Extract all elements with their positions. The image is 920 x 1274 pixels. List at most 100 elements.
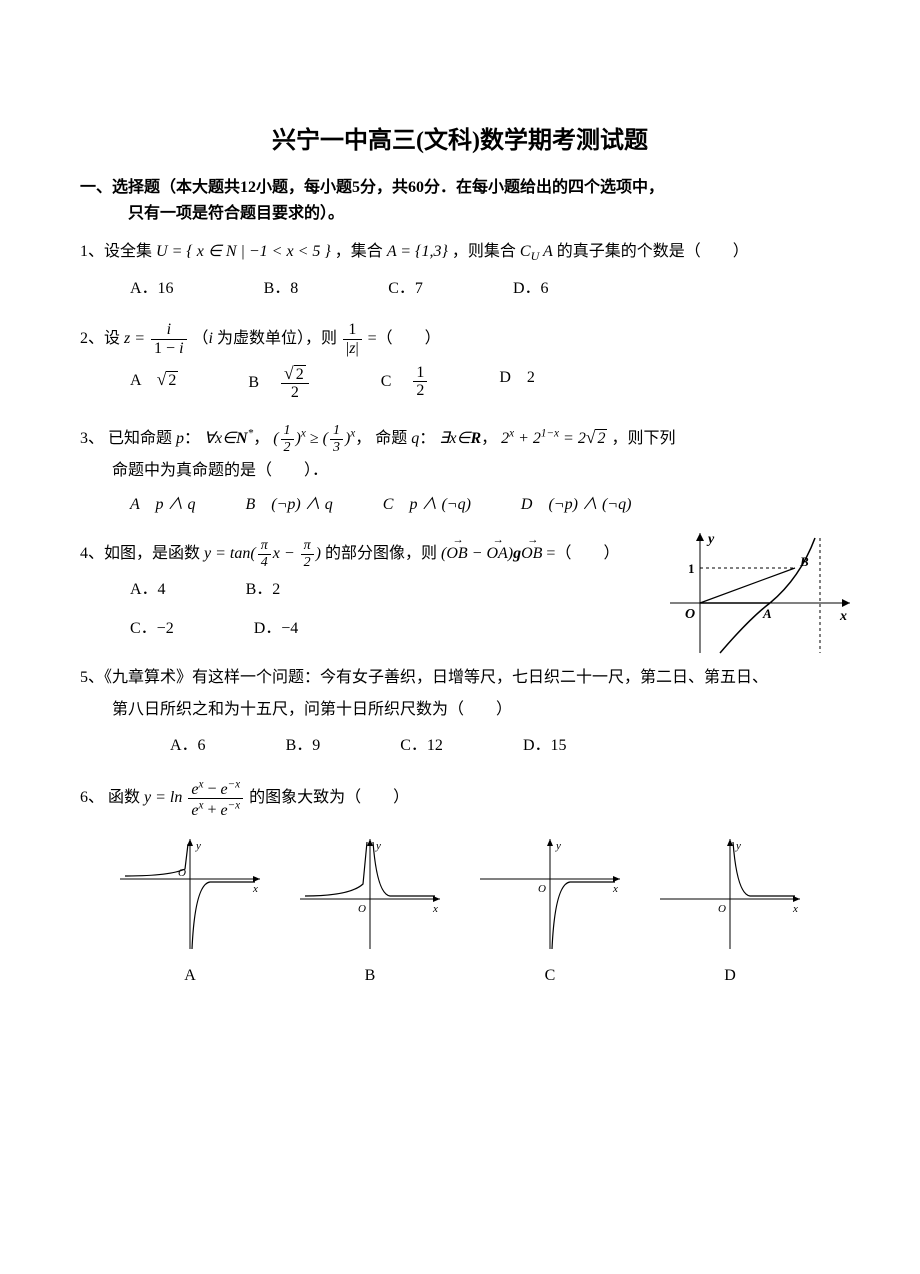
- q5-opt-b: B．9: [286, 732, 321, 761]
- q3-eq: 2x + 21−x = 22: [501, 430, 607, 447]
- q3-opt-c: C p ∧ (¬q): [383, 491, 471, 520]
- q1-mid: ，集合: [335, 243, 383, 260]
- question-3: 3、 已知命题 p： ∀x∈N*， (12)x ≥ (13)x， 命题 q： ∃…: [80, 420, 840, 520]
- q2-b-label: B: [248, 373, 275, 390]
- q1-opt-d: D．6: [513, 275, 549, 304]
- question-4: 4、如图，是函数 y = tan(π4x − π2) 的部分图像，则 (OB −…: [80, 538, 840, 644]
- svg-text:y: y: [195, 840, 201, 852]
- q3-line2: 命题中为真命题的是（ ）．: [80, 455, 840, 487]
- q6-graphs: O x y O x y O x y O x y: [80, 834, 840, 954]
- q4-opt-d: D．−4: [254, 615, 299, 644]
- q3-opt-d: D (¬p) ∧ (¬q): [521, 491, 631, 520]
- q4-opt-a: A．4: [130, 576, 166, 605]
- q4-suffix: =（ ）: [546, 545, 619, 562]
- q2-text: 2、设 z = i 1 − i （i 为虚数单位），则 1 |z| =（ ）: [80, 321, 840, 357]
- q2-opt-a: A 2: [130, 364, 178, 402]
- section-line2: 只有一项是符合题目要求的）。: [80, 205, 344, 222]
- q4-opt-c: C．−2: [130, 615, 174, 644]
- svg-text:O: O: [718, 903, 726, 915]
- q3-c2: ：: [419, 430, 435, 447]
- q6-prefix: 6、 函数: [80, 789, 140, 806]
- question-2: 2、设 z = i 1 − i （i 为虚数单位），则 1 |z| =（ ） A…: [80, 321, 840, 401]
- q6-graph-d: O x y: [650, 834, 810, 954]
- question-1: 1、设全集 U = { x ∈ N | −1 < x < 5 } ，集合 A =…: [80, 236, 840, 303]
- q1-end: 的真子集的个数是（ ）: [557, 243, 749, 260]
- section-header: 一、选择题（本大题共12小题，每小题5分，共60分．在每小题给出的四个选项中， …: [80, 175, 840, 226]
- svg-text:x: x: [612, 883, 618, 895]
- q5-opt-d: D．15: [523, 732, 567, 761]
- svg-text:y: y: [735, 840, 741, 852]
- q2-options: A 2 B 22 C 12 D 2: [80, 364, 840, 402]
- q2-c-label: C: [381, 372, 408, 389]
- q4-label-a: A: [762, 606, 772, 621]
- q4-label-y: y: [706, 532, 715, 547]
- q1-opt-b: B．8: [264, 275, 299, 304]
- q3-c1: ：: [184, 430, 200, 447]
- q2-mid: （: [193, 330, 209, 347]
- q2-prefix: 2、设: [80, 330, 120, 347]
- q2-opt-d: D 2: [499, 364, 535, 402]
- q6-graph-b: O x y: [290, 834, 450, 954]
- q3-exists: ∃x∈R: [439, 430, 481, 447]
- q6-mid: 的图象大致为（ ）: [249, 789, 409, 806]
- q6-opt-c: C: [470, 962, 630, 991]
- q3-options: A p ∧ q B (¬p) ∧ q C p ∧ (¬q) D (¬p) ∧ (…: [80, 491, 840, 520]
- svg-text:O: O: [538, 883, 546, 895]
- svg-text:O: O: [178, 867, 186, 879]
- q2-z-eq: z =: [124, 330, 149, 347]
- q2-suffix: =（ ）: [368, 330, 441, 347]
- q4-label-1: 1: [688, 561, 695, 576]
- svg-text:y: y: [555, 840, 561, 852]
- svg-text:y: y: [375, 840, 381, 852]
- q3-q-label: 命题 q: [375, 430, 419, 447]
- q4-vec-expr: (OB − OA)gOB: [441, 545, 542, 562]
- q4-graph: 1 O A B x y: [660, 528, 860, 658]
- section-line1: 一、选择题（本大题共12小题，每小题5分，共60分．在每小题给出的四个选项中，: [80, 179, 664, 196]
- question-5: 5、《九章算术》有这样一个问题：今有女子善织，日增等尺，七日织二十一尺，第二日、…: [80, 662, 840, 761]
- q6-frac: ex − e−x ex + e−x: [188, 778, 243, 819]
- q3-opt-a: A p ∧ q: [130, 491, 196, 520]
- q1-suffix: ，则集合: [452, 243, 516, 260]
- svg-text:O: O: [358, 903, 366, 915]
- q5-line2: 第八日所织之和为十五尺，问第十日所织尺数为（ ）: [80, 694, 840, 726]
- q2-a-label: A: [130, 372, 157, 389]
- q5-options: A．6 B．9 C．12 D．15: [80, 732, 840, 761]
- q2-i: i: [209, 330, 213, 347]
- q3-p: p: [176, 430, 184, 447]
- q4-label-b: B: [799, 554, 809, 569]
- q6-labels: A B C D: [80, 962, 840, 991]
- q4-opt-b: B．2: [246, 576, 281, 605]
- q1-prefix: 1、设全集: [80, 243, 152, 260]
- q3-prefix: 3、 已知命题: [80, 430, 172, 447]
- svg-text:x: x: [792, 903, 798, 915]
- q1-opt-c: C．7: [388, 275, 423, 304]
- q6-opt-d: D: [650, 962, 810, 991]
- q4-fn: y = tan(π4x − π2): [204, 545, 321, 562]
- q4-label-x: x: [839, 609, 847, 624]
- q2-mid2: 为虚数单位），则: [217, 330, 337, 347]
- q6-opt-a: A: [110, 962, 270, 991]
- q6-opt-b: B: [290, 962, 450, 991]
- q1-text: 1、设全集 U = { x ∈ N | −1 < x < 5 } ，集合 A =…: [80, 236, 840, 268]
- q6-graph-a: O x y: [110, 834, 270, 954]
- q2-frac-z: i 1 − i: [151, 321, 186, 357]
- q6-fn: y = ln: [144, 789, 186, 806]
- q6-text: 6、 函数 y = ln ex − e−x ex + e−x 的图象大致为（ ）: [80, 778, 840, 819]
- q4-mid: 的部分图像，则: [325, 545, 437, 562]
- q4-label-o: O: [685, 607, 695, 622]
- page-title: 兴宁一中高三(文科)数学期考测试题: [80, 120, 840, 163]
- svg-text:x: x: [432, 903, 438, 915]
- q2-opt-b: B 22: [248, 364, 310, 402]
- q1-set-u: U = { x ∈ N | −1 < x < 5 }: [156, 243, 331, 260]
- q3-opt-b: B (¬p) ∧ q: [246, 491, 333, 520]
- q1-set-a: A = {1,3}: [387, 243, 448, 260]
- q5-opt-a: A．6: [170, 732, 206, 761]
- q1-complement: CU A: [520, 243, 553, 260]
- q3-suffix: ，则下列: [611, 430, 675, 447]
- q5-line1: 5、《九章算术》有这样一个问题：今有女子善织，日增等尺，七日织二十一尺，第二日、…: [80, 662, 840, 694]
- q6-graph-c: O x y: [470, 834, 630, 954]
- q3-forall: ∀x∈N*: [204, 430, 253, 447]
- q3-ineq: (12)x ≥ (13)x: [273, 430, 355, 447]
- q2-opt-c: C 12: [381, 364, 430, 402]
- q5-opt-c: C．12: [400, 732, 443, 761]
